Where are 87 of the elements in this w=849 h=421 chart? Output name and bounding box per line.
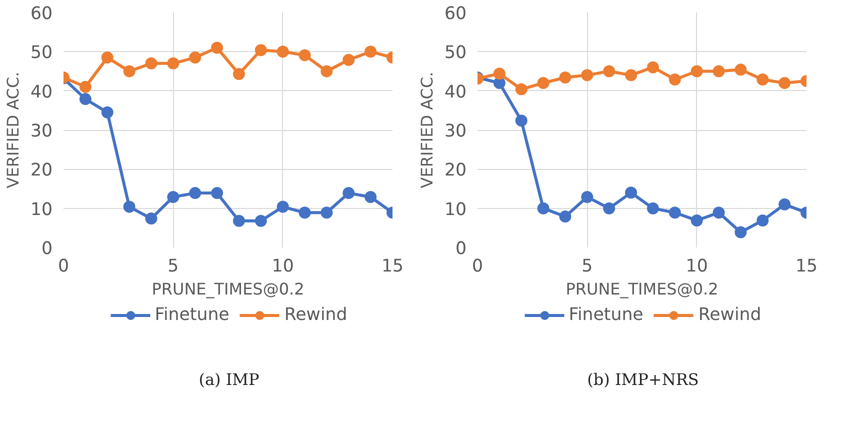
point xyxy=(778,77,791,89)
point xyxy=(625,186,638,199)
point xyxy=(581,190,594,203)
point xyxy=(79,93,92,106)
y-tick-label: 30 xyxy=(30,122,53,142)
point xyxy=(254,44,267,56)
x-tick-label: 5 xyxy=(582,256,593,276)
point xyxy=(342,187,355,200)
point xyxy=(101,106,114,118)
point xyxy=(756,214,769,226)
point xyxy=(559,72,572,84)
point xyxy=(734,226,747,238)
point xyxy=(537,77,550,89)
point xyxy=(189,187,202,200)
y-axis-title: VERIFIED ACC. xyxy=(417,72,436,188)
point xyxy=(342,54,355,66)
point xyxy=(276,46,289,58)
point xyxy=(79,80,92,93)
y-tick-label: 20 xyxy=(30,160,53,181)
point xyxy=(493,68,506,80)
point xyxy=(320,65,333,78)
point xyxy=(298,49,311,62)
point xyxy=(734,64,747,76)
point xyxy=(778,198,791,210)
y-tick-label: 10 xyxy=(444,200,467,220)
point xyxy=(254,214,267,227)
point xyxy=(123,200,136,213)
point xyxy=(364,190,377,203)
legend-label: Finetune xyxy=(568,305,644,325)
point xyxy=(167,190,180,203)
point xyxy=(320,206,333,219)
point xyxy=(515,83,528,96)
point xyxy=(712,65,725,78)
y-tick-label: 0 xyxy=(41,239,53,259)
point xyxy=(515,114,528,127)
y-tick-label: 50 xyxy=(444,43,467,64)
y-tick-label: 60 xyxy=(444,4,467,24)
point xyxy=(145,212,158,225)
x-axis-title: PRUNE_TIMES@0.2 xyxy=(152,280,304,298)
point xyxy=(211,187,224,200)
point xyxy=(145,57,158,70)
x-tick-label: 15 xyxy=(381,256,404,276)
point xyxy=(603,65,616,78)
x-tick-label: 5 xyxy=(168,256,179,276)
x-tick-label: 15 xyxy=(795,256,818,276)
y-tick-label: 40 xyxy=(444,82,467,102)
text: (b) IMP+NRS xyxy=(587,370,699,389)
point xyxy=(537,202,550,214)
y-tick-label: 60 xyxy=(30,4,53,24)
legend-label: Finetune xyxy=(154,305,230,325)
point xyxy=(123,65,136,78)
x-axis-title: PRUNE_TIMES@0.2 xyxy=(566,280,718,298)
text: (a) IMP xyxy=(198,370,260,389)
point xyxy=(232,214,245,227)
legend-label: Rewind xyxy=(284,305,348,325)
y-tick-label: 10 xyxy=(30,200,53,220)
point xyxy=(646,202,659,214)
point xyxy=(211,42,224,54)
point xyxy=(167,57,180,70)
point xyxy=(189,52,202,64)
point xyxy=(232,68,245,80)
x-tick-label: 0 xyxy=(58,256,70,276)
point xyxy=(646,61,659,74)
point xyxy=(101,52,114,64)
x-tick-label: 10 xyxy=(272,256,294,276)
x-tick-label: 10 xyxy=(686,256,708,276)
point xyxy=(625,69,638,82)
y-tick-label: 0 xyxy=(455,239,467,259)
point xyxy=(756,73,769,86)
point xyxy=(276,200,289,213)
point xyxy=(298,206,311,219)
point xyxy=(559,210,572,223)
x-tick-label: 0 xyxy=(472,256,484,276)
legend-label: Rewind xyxy=(698,305,762,325)
y-tick-label: 50 xyxy=(30,43,53,64)
y-tick-label: 20 xyxy=(444,160,467,181)
y-tick-label: 40 xyxy=(30,82,53,102)
point xyxy=(603,202,616,214)
point xyxy=(364,46,377,58)
y-axis-title: VERIFIED ACC. xyxy=(3,72,22,188)
point xyxy=(668,73,681,86)
point xyxy=(581,69,594,82)
point xyxy=(668,206,681,219)
point xyxy=(690,214,703,226)
point xyxy=(690,65,703,78)
point xyxy=(712,206,725,219)
y-tick-label: 30 xyxy=(444,122,467,142)
